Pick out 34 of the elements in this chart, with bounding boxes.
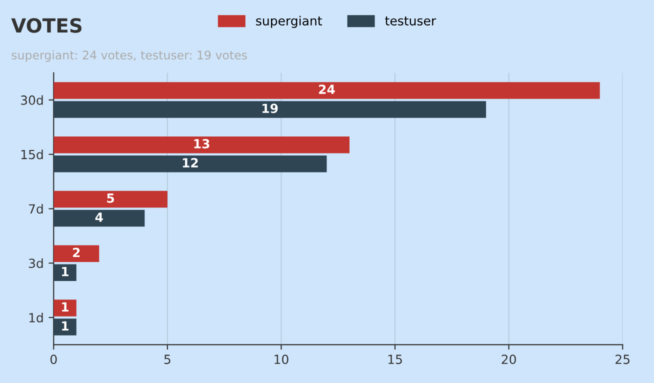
- data-label: 24: [319, 84, 335, 94]
- bar: [54, 300, 76, 316]
- data-label: 1: [62, 302, 68, 312]
- data-label: 2: [73, 248, 80, 258]
- data-label: 5: [107, 194, 114, 203]
- y-tick-label: 15d: [21, 150, 43, 160]
- data-label: 1: [62, 266, 68, 276]
- x-tick-label: 0: [50, 354, 57, 364]
- data-label: 13: [194, 139, 210, 148]
- x-tick-label: 10: [274, 354, 288, 364]
- bar: [54, 245, 100, 262]
- x-tick-label: 25: [616, 354, 630, 364]
- y-tick-label: 30d: [21, 95, 43, 105]
- bar: [54, 210, 145, 227]
- y-tick-label: 3d: [28, 258, 43, 268]
- chart-subtitle: supergiant: 24 votes, testuser: 19 votes: [12, 50, 247, 62]
- bar: [54, 101, 486, 118]
- bar: [54, 155, 327, 172]
- bar: [54, 318, 76, 336]
- legend-label: supergiant: [256, 16, 322, 28]
- bar: [54, 82, 600, 99]
- data-label: 12: [182, 158, 198, 168]
- data-label: 19: [262, 104, 278, 114]
- bar: [54, 136, 350, 154]
- y-tick-label: 7d: [29, 204, 43, 214]
- data-label: 1: [62, 321, 68, 330]
- bar: [54, 190, 168, 208]
- x-tick-label: 15: [388, 354, 402, 364]
- x-tick-label: 5: [164, 354, 170, 364]
- y-tick-label: 1d: [29, 312, 43, 322]
- data-label: 4: [95, 212, 103, 222]
- chart-title: VOTES: [11, 18, 82, 33]
- legend-label: testuser: [385, 16, 436, 26]
- x-tick-label: 20: [502, 354, 516, 364]
